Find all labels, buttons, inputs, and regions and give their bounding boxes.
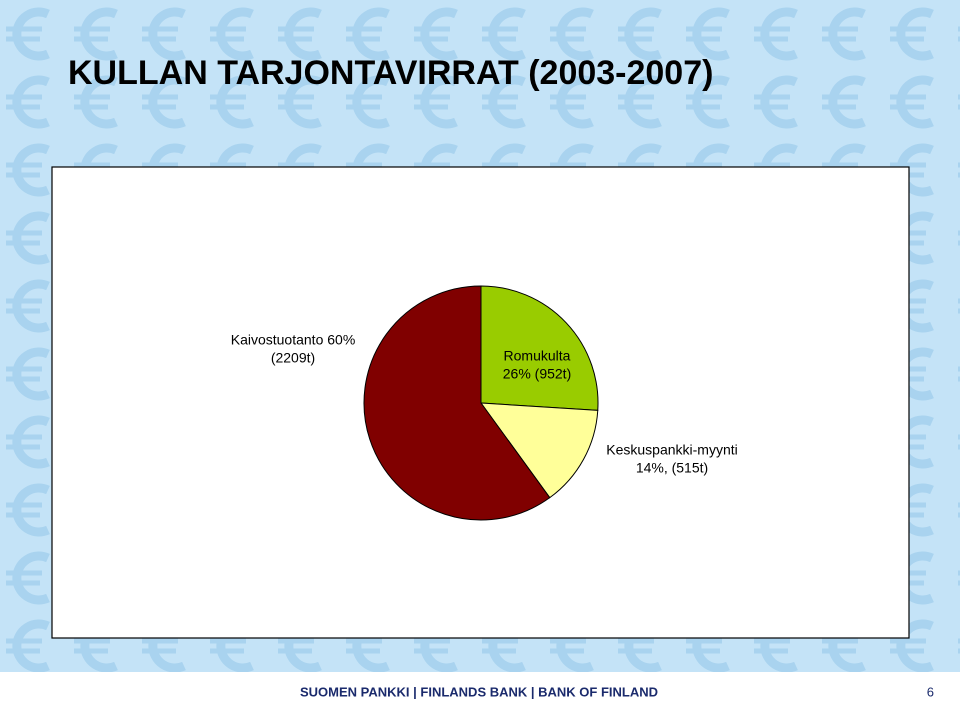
slide-title: KULLAN TARJONTAVIRRAT (2003-2007) [68,54,713,92]
slice-label: Kaivostuotanto 60% [231,332,356,348]
slice-label: Romukulta [504,348,571,364]
slice-label: 14%, (515t) [636,460,708,476]
page-number: 6 [927,684,934,699]
slice-label: (2209t) [271,350,315,366]
pie-slice [363,285,551,521]
pie-slice [480,285,599,411]
footer-text: SUOMEN PANKKI | FINLANDS BANK | BANK OF … [300,684,658,699]
pie: Romukulta 26% (952t) Keskuspankki-myynti 14… [231,285,738,521]
slice-label: Keskuspankki-myynti [606,442,738,458]
pie-slice [479,402,599,499]
slice-label: 26% (952t) [503,366,571,382]
footer-band [0,672,960,703]
